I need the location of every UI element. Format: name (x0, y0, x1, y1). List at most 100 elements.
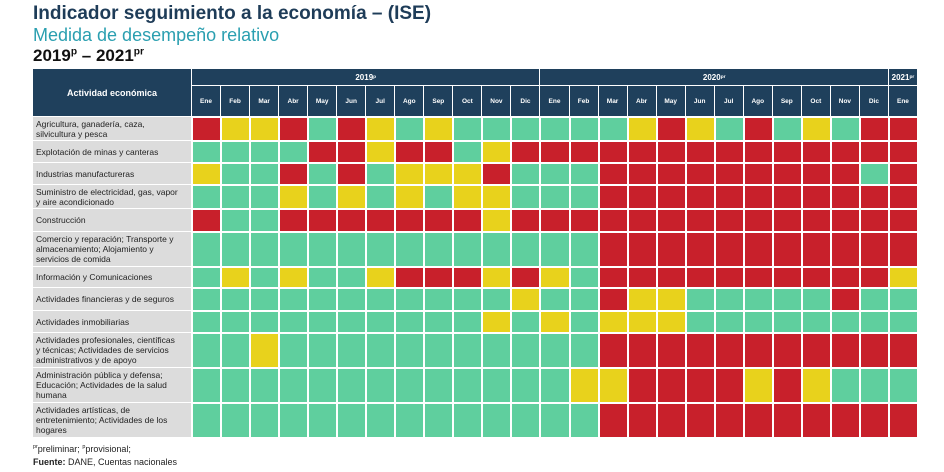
footnote-sup: pr (33, 444, 38, 450)
row-label-line: Industrias manufactureras (36, 168, 135, 179)
status-cell (221, 185, 251, 209)
status-cell (511, 117, 541, 141)
status-cell (192, 368, 222, 403)
status-cell (656, 185, 686, 209)
status-cell (627, 368, 657, 403)
status-cell (888, 368, 918, 403)
status-cell (743, 117, 773, 141)
status-cell (511, 163, 541, 185)
year-label: 2021 (891, 72, 910, 82)
status-cell (395, 141, 425, 163)
status-cell (743, 163, 773, 185)
status-cell (192, 163, 222, 185)
status-cell (830, 368, 860, 403)
status-cell (511, 288, 541, 311)
status-cell (511, 185, 541, 209)
status-cell (395, 163, 425, 185)
status-cell (859, 403, 889, 438)
status-cell (308, 403, 338, 438)
month-header: Feb (569, 86, 598, 116)
row-label-line: silvicultura y pesca (36, 128, 108, 139)
status-cell (395, 333, 425, 368)
status-cell (540, 311, 570, 333)
status-cell (743, 368, 773, 403)
status-cell (540, 163, 570, 185)
status-cell (366, 288, 396, 311)
period: 2019p – 2021pr (33, 46, 144, 66)
period-end: 2021 (95, 46, 134, 65)
status-cell (627, 117, 657, 141)
status-cell (308, 267, 338, 288)
year-sup: pr (909, 74, 915, 80)
row-label: Comercio y reparación; Transporte y almac… (33, 232, 191, 266)
status-cell (424, 311, 454, 333)
status-cell (511, 141, 541, 163)
status-cell (859, 232, 889, 267)
status-cell (743, 267, 773, 288)
status-cell (859, 209, 889, 232)
status-cell (830, 403, 860, 438)
status-cell (453, 232, 483, 267)
status-cell (685, 163, 715, 185)
status-cell (540, 267, 570, 288)
footnote-sup: p (82, 444, 86, 450)
status-cell (830, 267, 860, 288)
subtitle: Medida de desempeño relativo (33, 25, 280, 45)
status-cell (482, 267, 512, 288)
status-cell (395, 117, 425, 141)
month-header: Ene (888, 86, 917, 116)
status-cell (598, 403, 628, 438)
status-cell (772, 267, 802, 288)
month-header: Sep (772, 86, 801, 116)
row-label-line: y técnicas; Actividades de servicios (36, 345, 169, 355)
status-cell (424, 403, 454, 438)
row-label: Agricultura, ganadería, caza, silvicultur… (33, 117, 191, 140)
status-cell (743, 288, 773, 311)
status-cell (714, 117, 744, 141)
month-header: Feb (221, 86, 250, 116)
row-label-line: y aire acondicionado (36, 196, 114, 207)
row-label-line: almacenamiento; Alojamiento y (36, 244, 154, 254)
status-cell (569, 117, 599, 141)
status-cell (656, 141, 686, 163)
status-cell (192, 288, 222, 311)
row-label-line: entretenimiento; Actividades de los (36, 415, 168, 425)
row-label: Explotación de minas y canteras (33, 141, 191, 162)
status-cell (540, 288, 570, 311)
status-cell (772, 163, 802, 185)
month-header: Dic (511, 86, 540, 116)
status-cell (337, 185, 367, 209)
status-cell (366, 163, 396, 185)
status-cell (569, 267, 599, 288)
month-header: Nov (830, 86, 859, 116)
status-cell (598, 267, 628, 288)
status-cell (743, 333, 773, 368)
status-cell (569, 185, 599, 209)
status-cell (569, 403, 599, 438)
row-label-line: servicios de comida (36, 254, 111, 264)
status-cell (250, 333, 280, 368)
status-cell (714, 288, 744, 311)
status-cell (482, 288, 512, 311)
status-cell (279, 333, 309, 368)
status-cell (192, 232, 222, 267)
footnote-text: provisional; (85, 444, 131, 454)
source-label: Fuente: (33, 457, 66, 467)
status-cell (830, 288, 860, 311)
status-cell (801, 403, 831, 438)
status-cell (395, 311, 425, 333)
status-cell (511, 267, 541, 288)
status-cell (482, 333, 512, 368)
status-cell (656, 232, 686, 267)
source: Fuente: DANE, Cuentas nacionales (33, 457, 177, 467)
status-cell (801, 117, 831, 141)
status-cell (453, 117, 483, 141)
status-cell (192, 141, 222, 163)
status-cell (279, 267, 309, 288)
row-label: Administración pública y defensa; Educaci… (33, 368, 191, 402)
status-cell (888, 311, 918, 333)
status-cell (685, 141, 715, 163)
status-cell (830, 209, 860, 232)
status-cell (685, 267, 715, 288)
period-end-sup: pr (133, 46, 144, 58)
